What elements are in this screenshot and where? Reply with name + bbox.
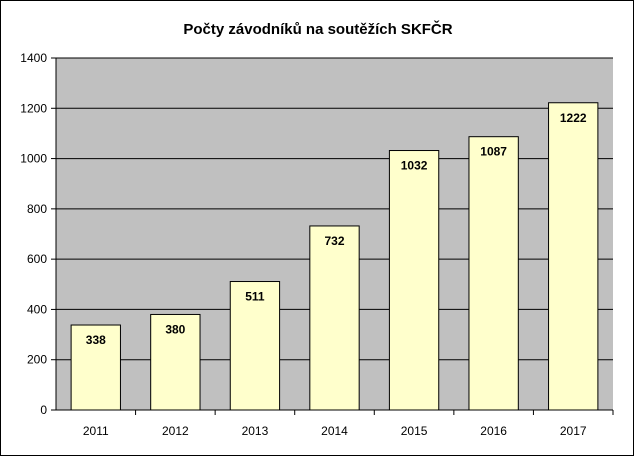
x-tick-label: 2013 bbox=[242, 424, 269, 438]
data-label: 511 bbox=[245, 290, 265, 304]
x-tick-label: 2017 bbox=[560, 424, 587, 438]
y-tick-label: 0 bbox=[40, 403, 47, 417]
bar bbox=[309, 225, 360, 411]
x-tick-label: 2016 bbox=[480, 424, 507, 438]
x-tick-label: 2011 bbox=[83, 424, 109, 438]
y-tick-label: 800 bbox=[27, 202, 47, 216]
bar bbox=[388, 150, 440, 411]
bar bbox=[229, 281, 281, 411]
data-label: 1032 bbox=[401, 159, 428, 173]
bar bbox=[70, 324, 121, 411]
y-tick-label: 600 bbox=[27, 252, 47, 266]
data-label: 338 bbox=[86, 333, 106, 347]
y-tick-label: 1200 bbox=[20, 101, 47, 115]
y-tick-label: 1000 bbox=[20, 152, 47, 166]
data-label: 1087 bbox=[480, 145, 507, 159]
x-tick-label: 2012 bbox=[162, 424, 189, 438]
data-label: 1222 bbox=[560, 111, 587, 125]
data-label: 732 bbox=[324, 234, 344, 248]
bar bbox=[468, 136, 519, 411]
y-tick-label: 200 bbox=[27, 353, 47, 367]
y-tick-label: 400 bbox=[27, 302, 47, 316]
data-label: 380 bbox=[165, 322, 185, 336]
x-tick-label: 2014 bbox=[321, 424, 348, 438]
x-tick-label: 2015 bbox=[401, 424, 428, 438]
bar bbox=[548, 102, 599, 411]
y-tick-label: 1400 bbox=[20, 51, 47, 65]
chart-title: Počty závodníků na soutěžích SKFČR bbox=[183, 21, 453, 38]
bar bbox=[150, 313, 201, 411]
